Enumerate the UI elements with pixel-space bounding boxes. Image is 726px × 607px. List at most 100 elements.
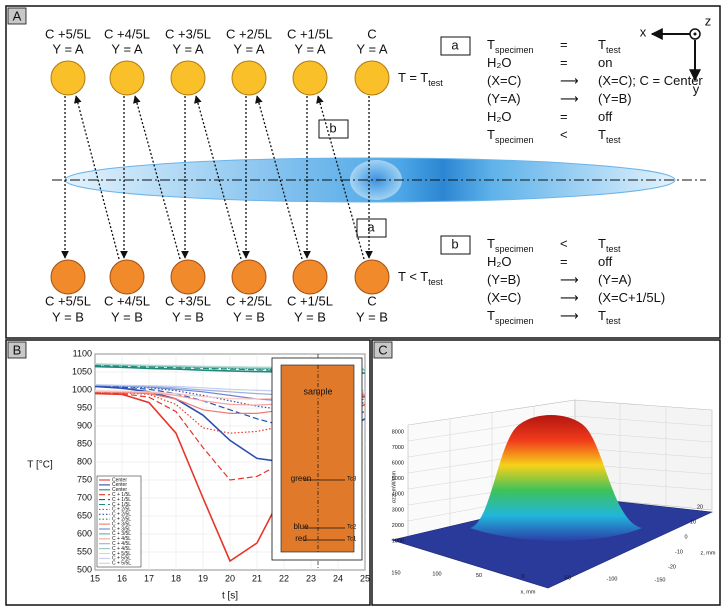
text-part: (X=C): [487, 73, 521, 88]
text-part: <: [560, 127, 568, 142]
x-tick-label: 23: [306, 573, 316, 583]
text-part: T: [598, 127, 606, 142]
z-tick-label: 8000: [392, 429, 404, 435]
text-part: T: [487, 236, 495, 251]
legend-label: C + 1/5L: [112, 497, 131, 503]
depth-tick-label: 10: [690, 519, 696, 525]
x-tick-label: 20: [225, 573, 235, 583]
position-label: C +5/5L: [45, 293, 91, 308]
thermocouple-name: blue: [293, 522, 309, 531]
x-tick-label: 24: [333, 573, 343, 583]
text-part: ⟶: [560, 91, 579, 106]
text-part: T: [598, 236, 606, 251]
legend-label: C + 5/5L: [112, 551, 131, 557]
position-label: C: [367, 26, 376, 41]
rich-text: (X=C): [487, 73, 521, 88]
panel-label-box: [7, 7, 27, 25]
text-part: H₂O: [487, 254, 512, 269]
x-tick-label: 0: [521, 574, 524, 580]
text-part: T: [487, 37, 495, 52]
position-label: C +2/5L: [226, 26, 272, 41]
position-label: Y = A: [356, 41, 388, 56]
depth-tick-label: -20: [668, 564, 676, 570]
y-tick-label: 550: [77, 546, 92, 556]
text-part: <: [560, 236, 568, 251]
rich-text: T = Ttest: [398, 70, 443, 88]
position-circle: [170, 60, 206, 96]
y-tick-label: 900: [77, 420, 92, 430]
subscript: test: [606, 135, 621, 145]
axis-label: y: [693, 81, 700, 96]
y-tick-label: 850: [77, 438, 92, 448]
position-label: Y = A: [52, 41, 84, 56]
rich-text: =: [560, 254, 568, 269]
thermocouple-id: Tc3: [347, 477, 357, 483]
legend-label: Center: [112, 487, 127, 493]
text-part: (Y=B): [598, 91, 632, 106]
rich-text: Tspecimen: [487, 308, 533, 326]
position-circle: [292, 259, 328, 295]
rich-text: ⟶: [560, 272, 579, 287]
position-circle: [354, 259, 390, 295]
rich-text: Ttest: [598, 37, 621, 55]
panel-a: A b a a b x y z C +5/5LY = AC +4/5LY = A…: [7, 7, 711, 326]
x-axis-label: t [s]: [222, 591, 238, 602]
text-part: (X=C); C = Center: [598, 73, 703, 88]
subscript: specimen: [495, 316, 534, 326]
position-label: C +2/5L: [226, 293, 272, 308]
position-label: C +3/5L: [165, 26, 211, 41]
legend-label: C + 3/5L: [112, 521, 131, 527]
rich-text: Tspecimen: [487, 127, 533, 145]
y-tick-label: 650: [77, 510, 92, 520]
text-part: (Y=A): [598, 272, 632, 287]
rich-text: <: [560, 236, 568, 251]
x-tick-label: 100: [432, 572, 441, 578]
y-tick-label: 950: [77, 402, 92, 412]
depth-tick-label: -10: [675, 549, 683, 555]
return-arrow: [255, 95, 303, 260]
x-tick-label: 18: [171, 573, 181, 583]
y-tick-label: 1100: [73, 348, 92, 358]
rich-text: =: [560, 37, 568, 52]
position-label: Y = A: [294, 41, 326, 56]
rich-text: H₂O: [487, 55, 512, 70]
step-box: [440, 36, 471, 56]
position-label: Y = B: [233, 309, 265, 324]
position-circle: [50, 60, 86, 96]
rich-text: H₂O: [487, 254, 512, 269]
rich-text: T < Ttest: [398, 269, 443, 287]
step-box: [440, 235, 471, 255]
panel-label: C: [378, 342, 387, 357]
rich-text: on: [598, 55, 612, 70]
z-tick-label: 5000: [392, 476, 404, 482]
depth-axis-label: z, mm: [701, 550, 716, 556]
legend-label: C + 1/5L: [112, 492, 131, 498]
rich-text: Ttest: [598, 127, 621, 145]
text-part: =: [560, 55, 568, 70]
panel-label: A: [13, 8, 22, 23]
rich-text: ⟶: [560, 91, 579, 106]
depth-tick-label: 0: [684, 534, 687, 540]
z-tick-label: 6000: [392, 460, 404, 466]
position-label: C +3/5L: [165, 293, 211, 308]
x-tick-label: -50: [563, 575, 571, 581]
position-label: Y = B: [294, 309, 326, 324]
x-tick-label: 21: [252, 573, 262, 583]
subscript: test: [606, 244, 621, 254]
axis-label: x: [640, 24, 647, 39]
rich-text: Ttest: [598, 236, 621, 254]
y-tick-label: 750: [77, 474, 92, 484]
return-arrow: [316, 95, 365, 260]
text-part: off: [598, 254, 613, 269]
rich-text: ⟶: [560, 290, 579, 305]
rich-text: (X=C+1/5L): [598, 290, 665, 305]
axis-origin-dot: [693, 32, 697, 36]
position-label: C: [367, 293, 376, 308]
marker-box: [318, 119, 349, 139]
position-label: C +4/5L: [104, 293, 150, 308]
thermocouple-id: Tc1: [347, 537, 357, 543]
y-axis-label: T [°C]: [27, 460, 53, 471]
rich-text: off: [598, 254, 613, 269]
legend-label: C + 4/5L: [112, 541, 131, 547]
